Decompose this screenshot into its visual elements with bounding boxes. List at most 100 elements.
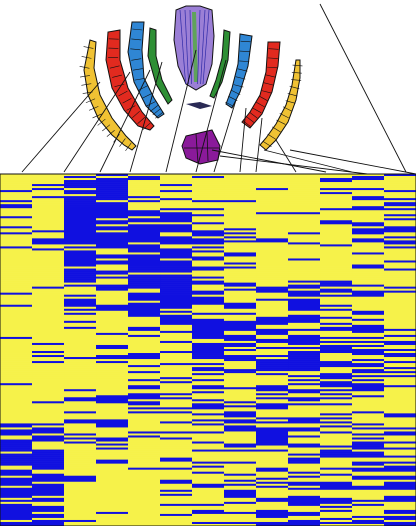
- heatmap-cell: [128, 417, 161, 420]
- heatmap-cell: [352, 427, 385, 430]
- heatmap-cell: [288, 220, 321, 223]
- heatmap-cell: [320, 441, 353, 444]
- heatmap-cell: [192, 330, 225, 334]
- heatmap-cell: [96, 256, 129, 259]
- heatmap-cell: [160, 485, 193, 489]
- heatmap-cell: [32, 202, 65, 205]
- heatmap-cell: [288, 186, 321, 189]
- heatmap-cell: [96, 425, 129, 428]
- heatmap-cell: [256, 455, 289, 458]
- heatmap-cell: [128, 292, 161, 295]
- heatmap-cell: [192, 375, 225, 378]
- heatmap-cell: [128, 254, 161, 257]
- heatmap-cell: [352, 306, 385, 310]
- heatmap-cell: [352, 429, 385, 432]
- heatmap-cell: [256, 351, 289, 354]
- heatmap-cell: [32, 361, 65, 364]
- heatmap-cell: [96, 272, 129, 275]
- heatmap-cell: [384, 441, 416, 444]
- heatmap-cell: [160, 176, 193, 179]
- heatmap-cell: [96, 196, 129, 199]
- heatmap-cell: [128, 375, 161, 378]
- heatmap-cell: [384, 447, 416, 450]
- heatmap-cell: [0, 483, 33, 487]
- heatmap-cell: [352, 174, 385, 177]
- heatmap-cell: [192, 208, 225, 211]
- heatmap-cell: [160, 483, 193, 487]
- heatmap-cell: [0, 232, 33, 235]
- heatmap-cell: [384, 501, 416, 505]
- heatmap-cell: [320, 515, 353, 519]
- heatmap-cell: [224, 198, 257, 201]
- heatmap-cell: [32, 473, 65, 477]
- tissue-segment-tick: [237, 68, 248, 72]
- heatmap-cell: [64, 371, 97, 374]
- heatmap-cell: [96, 228, 129, 231]
- heatmap-cell: [64, 312, 97, 316]
- heatmap-cell: [320, 262, 353, 265]
- heatmap-cell: [288, 334, 321, 338]
- heatmap-cell: [0, 308, 33, 312]
- heatmap-cell: [288, 258, 321, 261]
- heatmap-cell: [0, 332, 33, 336]
- heatmap-cell: [0, 487, 33, 491]
- heatmap-cell: [384, 310, 416, 314]
- heatmap-cell: [320, 320, 353, 324]
- heatmap-cell: [0, 505, 33, 509]
- heatmap-cell: [0, 491, 33, 495]
- heatmap-cell: [0, 405, 33, 408]
- heatmap-cell: [192, 513, 225, 517]
- heatmap-cell: [96, 487, 129, 491]
- heatmap-cell: [96, 455, 129, 458]
- heatmap-cell: [96, 441, 129, 444]
- heatmap-cell: [192, 248, 225, 251]
- heatmap-cell: [128, 523, 161, 526]
- heatmap-cell: [0, 449, 33, 452]
- heatmap-cell: [64, 336, 97, 340]
- heatmap-cell: [224, 391, 257, 394]
- heatmap-cell: [128, 371, 161, 374]
- heatmap-cell: [192, 461, 225, 464]
- heatmap-cell: [32, 355, 65, 358]
- heatmap-cell: [256, 365, 289, 368]
- heatmap-cell: [352, 284, 385, 287]
- heatmap-cell: [320, 461, 353, 464]
- tissue-segment-tick: [262, 141, 272, 147]
- heatmap-cell: [224, 266, 257, 269]
- heatmap-cell: [256, 517, 289, 521]
- heatmap-cell: [96, 330, 129, 334]
- heatmap-cell: [96, 220, 129, 223]
- heatmap-cell: [160, 375, 193, 378]
- heatmap-cell: [320, 427, 353, 430]
- heatmap-cell: [256, 371, 289, 374]
- heatmap-cell: [256, 501, 289, 505]
- heatmap-cell: [384, 238, 416, 241]
- heatmap-cell: [288, 286, 321, 289]
- heatmap-cell: [384, 344, 416, 348]
- heatmap-cell: [384, 475, 416, 479]
- heatmap-cell: [160, 491, 193, 495]
- heatmap-cell: [256, 451, 289, 454]
- heatmap-cell: [96, 429, 129, 432]
- heatmap-cell: [192, 304, 225, 308]
- heatmap-cell: [64, 453, 97, 456]
- heatmap-cell: [256, 248, 289, 251]
- heatmap-cell: [288, 326, 321, 330]
- heatmap-cell: [352, 316, 385, 320]
- heatmap-cell: [352, 268, 385, 271]
- heatmap-cell: [384, 190, 416, 193]
- heatmap-cell: [352, 294, 385, 297]
- heatmap-cell: [288, 487, 321, 491]
- heatmap-cell: [96, 254, 129, 257]
- heatmap-cell: [384, 250, 416, 253]
- heatmap-cell: [96, 379, 129, 382]
- heatmap-cell: [32, 342, 65, 346]
- heatmap-cell: [192, 495, 225, 499]
- heatmap-cell: [0, 459, 33, 462]
- heatmap-cell: [160, 353, 193, 356]
- heatmap-cell: [192, 314, 225, 318]
- heatmap-cell: [128, 180, 161, 183]
- heatmap-cell: [352, 425, 385, 428]
- heatmap-cell: [192, 387, 225, 390]
- heatmap-cell: [96, 467, 129, 470]
